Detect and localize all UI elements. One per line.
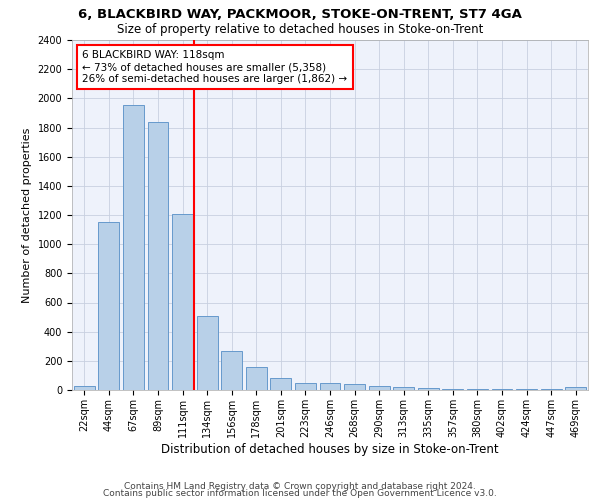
X-axis label: Distribution of detached houses by size in Stoke-on-Trent: Distribution of detached houses by size … xyxy=(161,442,499,456)
Bar xyxy=(295,382,316,390)
Bar xyxy=(221,352,242,390)
Y-axis label: Number of detached properties: Number of detached properties xyxy=(22,128,32,302)
Text: Contains public sector information licensed under the Open Government Licence v3: Contains public sector information licen… xyxy=(103,490,497,498)
Bar xyxy=(320,384,340,390)
Text: 6, BLACKBIRD WAY, PACKMOOR, STOKE-ON-TRENT, ST7 4GA: 6, BLACKBIRD WAY, PACKMOOR, STOKE-ON-TRE… xyxy=(78,8,522,20)
Bar xyxy=(418,388,439,390)
Bar xyxy=(172,214,193,390)
Bar xyxy=(197,316,218,390)
Text: 6 BLACKBIRD WAY: 118sqm
← 73% of detached houses are smaller (5,358)
26% of semi: 6 BLACKBIRD WAY: 118sqm ← 73% of detache… xyxy=(82,50,347,84)
Bar xyxy=(123,105,144,390)
Bar xyxy=(246,368,267,390)
Bar xyxy=(368,386,389,390)
Bar xyxy=(271,378,292,390)
Bar xyxy=(74,386,95,390)
Bar xyxy=(393,387,414,390)
Text: Contains HM Land Registry data © Crown copyright and database right 2024.: Contains HM Land Registry data © Crown c… xyxy=(124,482,476,491)
Bar xyxy=(344,384,365,390)
Bar xyxy=(148,122,169,390)
Bar xyxy=(565,387,586,390)
Bar xyxy=(98,222,119,390)
Text: Size of property relative to detached houses in Stoke-on-Trent: Size of property relative to detached ho… xyxy=(117,22,483,36)
